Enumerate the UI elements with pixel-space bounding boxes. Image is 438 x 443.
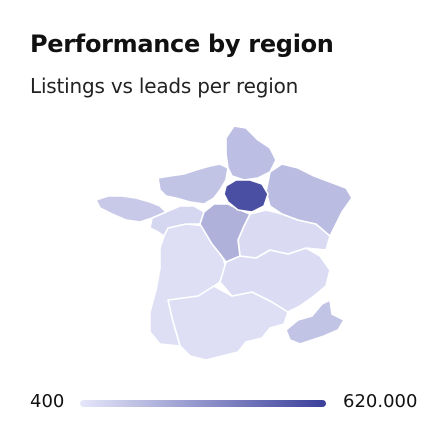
region-provence-alpes-cote-dazur[interactable] [285,299,345,345]
region-bretagne[interactable] [95,195,167,223]
legend-max-label: 620.000 [343,391,418,412]
region-centre-val-de-loire[interactable] [199,203,251,263]
region-ile-de-france[interactable] [223,179,269,213]
legend-gradient-bar [80,400,326,407]
region-hauts-de-france[interactable] [225,125,277,181]
region-normandie[interactable] [157,163,229,205]
page-title: Performance by region [30,30,334,58]
legend-min-label: 400 [30,391,65,412]
page-subtitle: Listings vs leads per region [30,74,299,98]
region-grand-est[interactable] [265,163,353,237]
